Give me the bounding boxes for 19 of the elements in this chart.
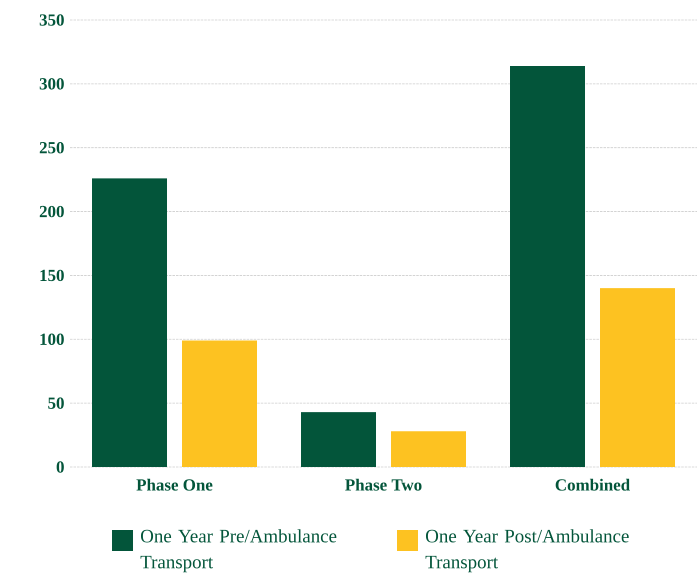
bar: [92, 178, 168, 467]
legend-label: One Year Post/Ambulance Transport: [426, 529, 629, 572]
bar: [182, 340, 258, 467]
y-tick-label: 200: [40, 206, 64, 218]
legend-label: One Year Pre/Ambulance Transport: [140, 529, 336, 572]
y-tick-label: 50: [48, 397, 64, 409]
y-tick-label: 250: [40, 142, 64, 154]
x-tick-label: Phase One: [136, 478, 212, 491]
y-tick-label: 100: [40, 334, 64, 345]
x-tick-label: Phase Two: [345, 478, 422, 491]
bar: [301, 412, 376, 467]
y-tick-label: 0: [56, 461, 64, 473]
y-tick-label: 350: [40, 14, 64, 26]
x-tick-label: Combined: [556, 478, 630, 491]
y-tick-label: 150: [40, 270, 64, 282]
bar: [391, 431, 466, 467]
bar: [510, 66, 586, 467]
bar: [600, 288, 676, 467]
y-tick-label: 300: [40, 78, 64, 90]
